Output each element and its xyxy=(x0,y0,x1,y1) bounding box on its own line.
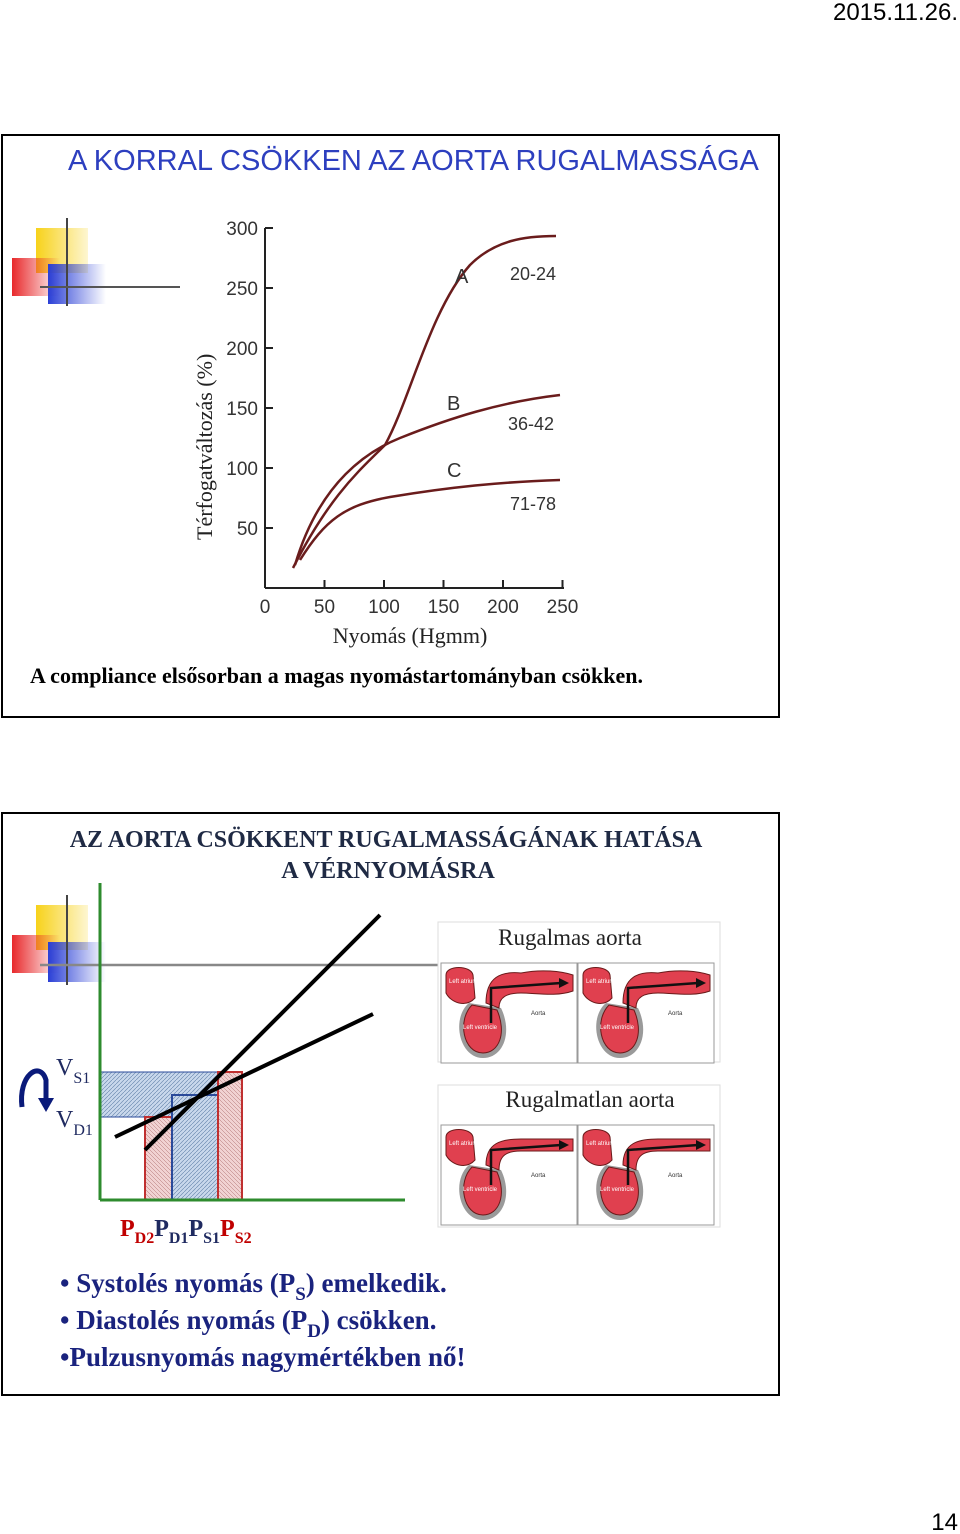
volume-label: VS1 xyxy=(56,1055,90,1087)
heart-panel: Left atrium Left ventricle Aorta xyxy=(577,962,715,1064)
stiff-label: Rugalmatlan aorta xyxy=(505,1087,674,1112)
ventricle-label: Left ventricle xyxy=(600,1025,635,1031)
pressure-labels: PD2PD1PS1PS2 xyxy=(120,1216,252,1247)
x-tick-label: 0 xyxy=(260,597,271,618)
atrium-label: Left atrium xyxy=(586,979,614,985)
bullet: • Diastolés nyomás (PD) csökken. xyxy=(60,1305,436,1342)
elastic-label: Rugalmas aorta xyxy=(498,925,642,950)
slide-frame xyxy=(1,134,780,718)
curve-name: A xyxy=(455,266,469,288)
x-tick-label: 100 xyxy=(368,597,400,618)
curve-age: 20-24 xyxy=(510,264,556,284)
aorta xyxy=(622,970,711,1009)
decor xyxy=(12,895,440,985)
flow-arrowhead xyxy=(559,1140,569,1150)
x-tick-label: 200 xyxy=(487,597,519,618)
page-number: 14 xyxy=(931,1509,958,1534)
curve-name: B xyxy=(447,393,460,415)
volume-label: VD1 xyxy=(56,1107,93,1139)
heart-panel: Left atrium Left ventricle Aorta xyxy=(440,1124,578,1226)
flow-arrow xyxy=(626,981,699,1023)
curve-age: 36-42 xyxy=(508,414,554,434)
y-tick-label: 150 xyxy=(226,399,258,420)
aorta-label: Aorta xyxy=(668,1173,683,1179)
bullet: • Systolés nyomás (PS) emelkedik. xyxy=(60,1268,447,1305)
flow-arrowhead xyxy=(696,1140,706,1150)
ventricle-label: Left ventricle xyxy=(600,1187,635,1193)
bullet: •Pulzusnyomás nagymértékben nő! xyxy=(60,1342,465,1372)
decor xyxy=(12,218,180,306)
x-tick-label: 250 xyxy=(547,597,579,618)
y-tick-label: 100 xyxy=(226,459,258,480)
x-axis-label: Nyomás (Hgmm) xyxy=(333,623,488,648)
atrium xyxy=(445,1129,476,1166)
atrium-label: Left atrium xyxy=(449,1141,477,1147)
curve-age: 71-78 xyxy=(510,494,556,514)
heart-panel: Left atrium Left ventricle Aorta xyxy=(577,1124,715,1226)
slide-title: A KORRAL CSÖKKEN AZ AORTA RUGALMASSÁGA xyxy=(68,144,760,177)
flow-arrowhead xyxy=(696,978,706,988)
slide-title: AZ AORTA CSÖKKENT RUGALMASSÁGÁNAK HATÁSA xyxy=(70,827,703,853)
atrium-label: Left atrium xyxy=(449,979,477,985)
slide-title: A VÉRNYOMÁSRA xyxy=(281,858,495,884)
y-tick-label: 200 xyxy=(226,339,258,360)
flow-arrow xyxy=(489,981,562,1023)
heart-panel: Left atrium Left ventricle Aorta xyxy=(440,962,578,1064)
atrium xyxy=(445,967,476,1004)
atrium xyxy=(582,1129,613,1166)
ventricle-label: Left ventricle xyxy=(463,1187,498,1193)
atrium xyxy=(582,967,613,1004)
aorta-label: Aorta xyxy=(531,1173,546,1179)
x-tick-label: 150 xyxy=(428,597,460,618)
atrium-label: Left atrium xyxy=(586,1141,614,1147)
date: 2015.11.26. xyxy=(833,0,958,26)
aorta-label: Aorta xyxy=(668,1011,683,1017)
curve-name: C xyxy=(447,460,461,482)
y-tick-label: 50 xyxy=(237,519,258,540)
y-axis-label: Térfogatváltozás (%) xyxy=(192,354,217,540)
caption: A compliance elsősorban a magas nyomásta… xyxy=(30,663,643,688)
flow-arrow xyxy=(489,1143,562,1185)
ventricle-label: Left ventricle xyxy=(463,1025,498,1031)
figure: 50 100 150 200 250 300 0 50 100 150 200 250 xyxy=(226,219,578,618)
aorta xyxy=(485,970,574,1009)
x-tick-label: 50 xyxy=(314,597,335,618)
y-tick-label: 250 xyxy=(226,279,258,300)
aorta-label: Aorta xyxy=(531,1011,546,1017)
flow-arrowhead xyxy=(559,978,569,988)
pv-diagram xyxy=(19,883,405,1202)
flow-arrow xyxy=(626,1143,699,1185)
y-tick-label: 300 xyxy=(226,219,258,240)
